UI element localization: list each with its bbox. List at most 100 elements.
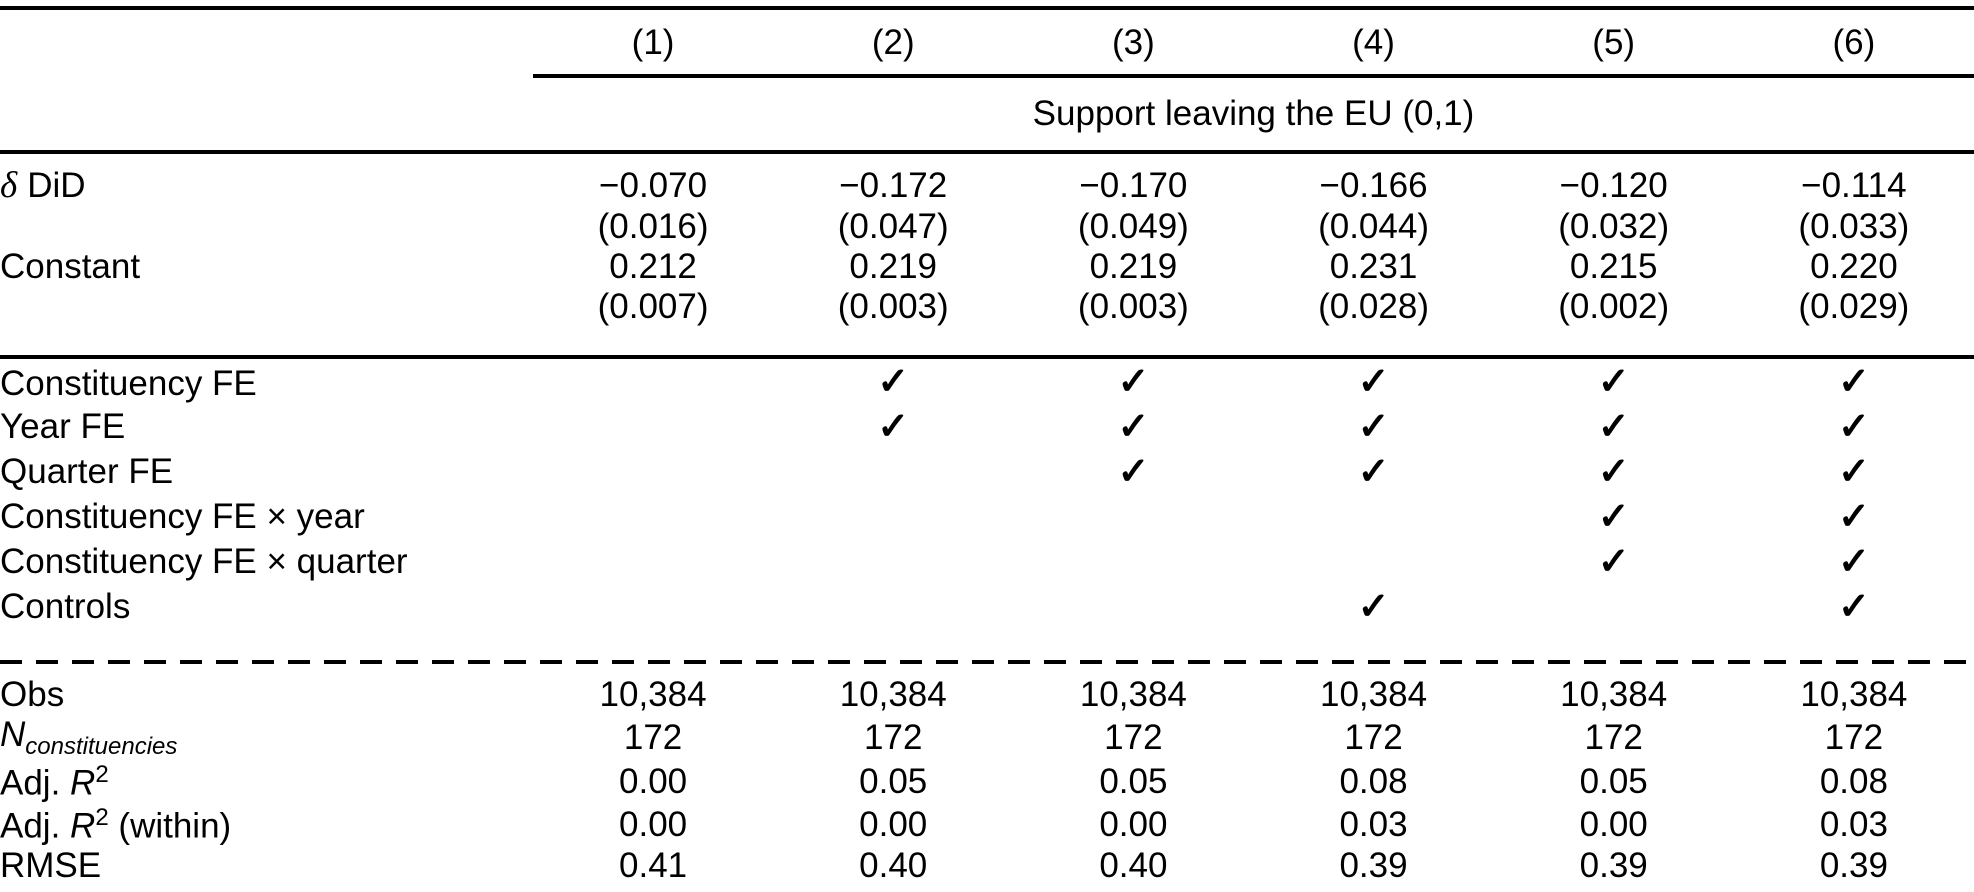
column-header: (4) xyxy=(1253,8,1494,78)
r-superscript: 2 xyxy=(95,761,109,788)
stat-value: 0.39 xyxy=(1493,846,1734,892)
check-cell xyxy=(773,584,1013,629)
table-row: Constant 0.212 0.219 0.219 0.231 0.215 0… xyxy=(0,247,1974,287)
check-cell: ✓ xyxy=(1597,541,1630,583)
check-cell: ✓ xyxy=(1357,586,1390,628)
check-cell: ✓ xyxy=(1837,496,1870,538)
dashed-rule xyxy=(0,660,1974,664)
check-cell xyxy=(533,584,773,629)
se-value: (0.016) xyxy=(597,207,709,246)
table-row: Nconstituencies 172 172 172 172 172 172 xyxy=(0,715,1974,761)
row-label-constituency-fe-year: Constituency FE × year xyxy=(0,496,365,536)
delta-symbol: δ xyxy=(0,165,18,206)
stat-value: 172 xyxy=(623,718,683,757)
stat-value: 0.05 xyxy=(859,762,928,802)
r-superscript: 2 xyxy=(95,803,109,831)
check-cell xyxy=(533,404,773,449)
stat-value: 0.08 xyxy=(1819,762,1888,802)
row-label-text: DiD xyxy=(27,166,86,205)
check-cell xyxy=(1013,494,1253,539)
n-subscript: constituencies xyxy=(25,733,178,760)
row-label-year-fe: Year FE xyxy=(0,406,126,446)
stat-value: 0.39 xyxy=(1253,846,1494,892)
table-row: Quarter FE ✓ ✓ ✓ ✓ xyxy=(0,449,1974,494)
row-label-obs: Obs xyxy=(0,675,65,714)
check-cell xyxy=(773,449,1013,494)
stat-value: 10,384 xyxy=(839,675,947,714)
check-cell xyxy=(533,449,773,494)
check-cell: ✓ xyxy=(1117,361,1150,403)
check-cell: ✓ xyxy=(1837,541,1870,583)
label-post: (within) xyxy=(108,806,232,846)
stat-value: 172 xyxy=(864,718,923,757)
table-row: (1) (2) (3) (4) (5) (6) xyxy=(0,8,1974,78)
coef-value: −0.114 xyxy=(1801,165,1907,205)
stat-value: 0.00 xyxy=(1579,804,1648,844)
check-cell: ✓ xyxy=(877,406,910,448)
check-cell xyxy=(773,539,1013,584)
check-cell xyxy=(1013,584,1253,629)
stat-value: 0.40 xyxy=(773,846,1014,892)
stat-value: 0.00 xyxy=(859,804,928,844)
table-row: RMSE 0.41 0.40 0.40 0.39 0.39 0.39 xyxy=(0,846,1974,892)
check-cell: ✓ xyxy=(1117,451,1150,493)
se-value: (0.007) xyxy=(532,287,774,359)
corner-cell xyxy=(0,8,533,76)
r-symbol: R xyxy=(70,763,96,803)
empty-cell xyxy=(0,207,533,247)
se-value: (0.029) xyxy=(1733,287,1974,359)
stat-value: 172 xyxy=(1104,718,1163,757)
check-cell: ✓ xyxy=(1837,451,1870,493)
stat-value: 0.05 xyxy=(1579,762,1648,802)
check-cell: ✓ xyxy=(1837,406,1870,448)
stat-value: 0.00 xyxy=(619,762,688,802)
stat-value: 0.41 xyxy=(532,846,774,892)
table-row: Obs 10,384 10,384 10,384 10,384 10,384 1… xyxy=(0,675,1974,715)
check-cell xyxy=(533,357,773,404)
check-cell xyxy=(773,494,1013,539)
row-label-n-constituencies: Nconstituencies xyxy=(0,715,533,761)
stat-value: 10,384 xyxy=(599,675,707,714)
table-row: Adj. R2 (within) 0.00 0.00 0.00 0.03 0.0… xyxy=(0,804,1974,847)
se-value: (0.028) xyxy=(1253,287,1494,359)
check-cell: ✓ xyxy=(1597,496,1630,538)
stat-value: 10,384 xyxy=(1079,675,1187,714)
column-header: (6) xyxy=(1733,8,1974,78)
r-symbol: R xyxy=(70,806,96,846)
label-pre: Adj. xyxy=(0,806,71,846)
coef-value: −0.170 xyxy=(1079,165,1188,205)
table-row: Constituency FE ✓ ✓ ✓ ✓ ✓ xyxy=(0,357,1974,404)
table-row: Year FE ✓ ✓ ✓ ✓ ✓ xyxy=(0,404,1974,449)
check-cell: ✓ xyxy=(1117,406,1150,448)
row-label-did: δ DiD xyxy=(0,152,533,207)
label-pre: Adj. xyxy=(0,763,71,803)
dependent-variable-header: Support leaving the EU (0,1) xyxy=(532,76,1974,154)
check-cell xyxy=(1253,539,1493,584)
table-row: (0.007) (0.003) (0.003) (0.028) (0.002) … xyxy=(0,287,1974,359)
stat-value: 172 xyxy=(1344,718,1403,757)
check-cell xyxy=(533,494,773,539)
check-cell xyxy=(1253,494,1493,539)
row-label-rmse: RMSE xyxy=(0,846,533,892)
se-value: (0.032) xyxy=(1558,207,1670,246)
coef-value: −0.120 xyxy=(1559,165,1668,205)
check-cell xyxy=(533,539,773,584)
coef-value: 0.219 xyxy=(849,247,938,286)
stat-value: 0.00 xyxy=(619,804,688,844)
check-cell: ✓ xyxy=(1357,361,1390,403)
row-label-constant: Constant xyxy=(0,247,141,286)
stat-value: 0.03 xyxy=(1339,804,1408,844)
stat-value: 0.03 xyxy=(1819,804,1888,844)
table-row: δ DiD −0.070 −0.172 −0.170 −0.166 −0.120 … xyxy=(0,152,1974,207)
n-symbol: N xyxy=(0,715,26,754)
coef-value: 0.231 xyxy=(1329,247,1418,286)
coef-value: −0.166 xyxy=(1319,165,1428,205)
coef-value: −0.070 xyxy=(599,165,708,205)
se-value: (0.002) xyxy=(1493,287,1734,359)
se-value: (0.033) xyxy=(1798,207,1910,246)
stat-value: 172 xyxy=(1584,718,1643,757)
regression-table: (1) (2) (3) (4) (5) (6) Support leaving … xyxy=(0,6,1974,892)
empty-cell xyxy=(0,76,533,154)
stat-value: 0.08 xyxy=(1339,762,1408,802)
row-label-constituency-fe: Constituency FE xyxy=(0,364,257,403)
